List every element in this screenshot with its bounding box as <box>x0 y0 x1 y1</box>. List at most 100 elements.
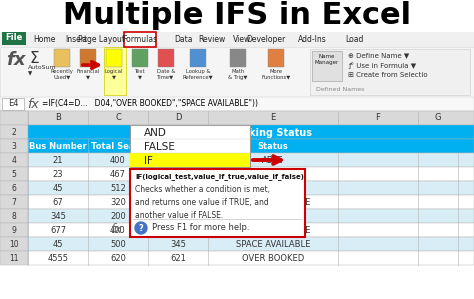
Text: Insert: Insert <box>65 35 87 44</box>
Text: FALSE: FALSE <box>144 142 175 152</box>
Text: 5: 5 <box>11 170 17 179</box>
Text: View: View <box>233 35 251 44</box>
Text: OVER BOOKED: OVER BOOKED <box>242 254 304 263</box>
FancyBboxPatch shape <box>28 125 474 139</box>
FancyBboxPatch shape <box>0 125 28 139</box>
FancyBboxPatch shape <box>28 153 474 167</box>
FancyBboxPatch shape <box>28 209 474 223</box>
FancyBboxPatch shape <box>312 51 342 81</box>
Text: 9: 9 <box>11 226 17 235</box>
Text: fx: fx <box>6 51 26 69</box>
FancyBboxPatch shape <box>0 153 28 167</box>
FancyBboxPatch shape <box>0 111 474 125</box>
Text: E: E <box>270 113 275 122</box>
Text: Logical
▼: Logical ▼ <box>105 69 123 80</box>
Text: 2: 2 <box>12 128 17 137</box>
FancyBboxPatch shape <box>230 49 246 67</box>
Text: IF: IF <box>144 156 153 166</box>
FancyBboxPatch shape <box>0 139 28 153</box>
Text: 45: 45 <box>53 184 63 193</box>
Text: More
Functions▼: More Functions▼ <box>261 69 291 80</box>
FancyBboxPatch shape <box>0 209 28 223</box>
Text: ⊞ Create from Selectio: ⊞ Create from Selectio <box>348 72 428 78</box>
Text: 4: 4 <box>11 156 17 165</box>
Text: AND: AND <box>144 128 167 138</box>
Text: D: D <box>175 113 181 122</box>
Text: Recently
Used▼: Recently Used▼ <box>51 69 73 80</box>
Text: G: G <box>435 113 441 122</box>
Text: Online Booking Status: Online Booking Status <box>190 128 312 138</box>
Text: Date &
Time▼: Date & Time▼ <box>157 69 175 80</box>
Text: Name
Manager: Name Manager <box>315 54 339 65</box>
Text: fx: fx <box>110 223 122 236</box>
FancyBboxPatch shape <box>0 251 28 265</box>
FancyBboxPatch shape <box>0 0 474 32</box>
Text: 23: 23 <box>53 170 64 179</box>
Text: ABLE: ABLE <box>262 156 284 165</box>
FancyBboxPatch shape <box>0 167 28 181</box>
Text: fx: fx <box>27 98 39 111</box>
FancyBboxPatch shape <box>0 195 28 209</box>
Text: 350: 350 <box>170 226 186 235</box>
Text: 400: 400 <box>110 226 126 235</box>
Text: Developer: Developer <box>246 35 286 44</box>
Text: 400: 400 <box>110 156 126 165</box>
Text: 200: 200 <box>170 212 186 221</box>
Text: Total Sea...: Total Sea... <box>91 142 145 151</box>
Text: 467: 467 <box>110 170 126 179</box>
FancyBboxPatch shape <box>132 49 148 67</box>
Text: BUS BOOKED: BUS BOOKED <box>245 212 301 221</box>
FancyBboxPatch shape <box>190 49 206 67</box>
Text: 10: 10 <box>9 240 19 249</box>
Text: File: File <box>5 33 23 42</box>
Text: Home: Home <box>33 35 55 44</box>
Text: =IF(C4=D...   D04,"OVER BOOKED","SPACE AVAILABLE")): =IF(C4=D... D04,"OVER BOOKED","SPACE AVA… <box>42 99 258 108</box>
Text: Review: Review <box>199 35 226 44</box>
FancyBboxPatch shape <box>2 32 26 45</box>
Text: 45: 45 <box>53 240 63 249</box>
FancyBboxPatch shape <box>310 49 470 95</box>
Text: 345: 345 <box>50 212 66 221</box>
Text: 21: 21 <box>53 156 63 165</box>
Text: Load: Load <box>345 35 363 44</box>
FancyBboxPatch shape <box>28 251 474 265</box>
FancyBboxPatch shape <box>0 47 474 97</box>
FancyBboxPatch shape <box>158 49 174 67</box>
Text: Bus Number: Bus Number <box>29 142 87 151</box>
Text: C: C <box>115 113 121 122</box>
Text: 200: 200 <box>110 212 126 221</box>
Text: Data: Data <box>175 35 193 44</box>
FancyBboxPatch shape <box>268 49 284 67</box>
Text: Page Layout: Page Layout <box>79 35 126 44</box>
Text: 620: 620 <box>110 254 126 263</box>
Text: E4: E4 <box>8 99 18 108</box>
Text: SPACE AVAILABLE: SPACE AVAILABLE <box>236 226 310 235</box>
FancyBboxPatch shape <box>0 32 474 47</box>
Text: 621: 621 <box>170 254 186 263</box>
Text: Σ: Σ <box>30 51 40 66</box>
FancyBboxPatch shape <box>2 98 24 110</box>
Text: SPACE AVAILABLE: SPACE AVAILABLE <box>236 198 310 207</box>
Text: KED: KED <box>264 170 282 179</box>
Text: F: F <box>375 113 381 122</box>
Text: ⊕ Define Name ▼: ⊕ Define Name ▼ <box>348 52 409 58</box>
Text: 8: 8 <box>12 212 17 221</box>
Text: Checks whether a condition is met,
and returns one value if TRUE, and
another va: Checks whether a condition is met, and r… <box>135 185 270 220</box>
Text: 677: 677 <box>50 226 66 235</box>
Text: IF(logical_test,value_if_true,value_if_false): IF(logical_test,value_if_true,value_if_f… <box>135 173 304 180</box>
Text: 512: 512 <box>110 184 126 193</box>
Text: 200: 200 <box>170 198 186 207</box>
FancyBboxPatch shape <box>0 237 28 251</box>
Text: Financial
▼: Financial ▼ <box>76 69 100 80</box>
Text: Add-Ins: Add-Ins <box>298 35 327 44</box>
Text: Multiple IFS in Excel: Multiple IFS in Excel <box>63 1 411 30</box>
FancyBboxPatch shape <box>28 139 474 153</box>
FancyBboxPatch shape <box>0 97 474 111</box>
Text: ?: ? <box>138 224 143 233</box>
Text: 320: 320 <box>110 198 126 207</box>
Text: ƒ° Use in Formula ▼: ƒ° Use in Formula ▼ <box>348 62 416 69</box>
Text: AutoSum: AutoSum <box>28 65 56 70</box>
FancyBboxPatch shape <box>130 153 250 167</box>
FancyBboxPatch shape <box>0 181 28 195</box>
FancyBboxPatch shape <box>28 223 474 237</box>
